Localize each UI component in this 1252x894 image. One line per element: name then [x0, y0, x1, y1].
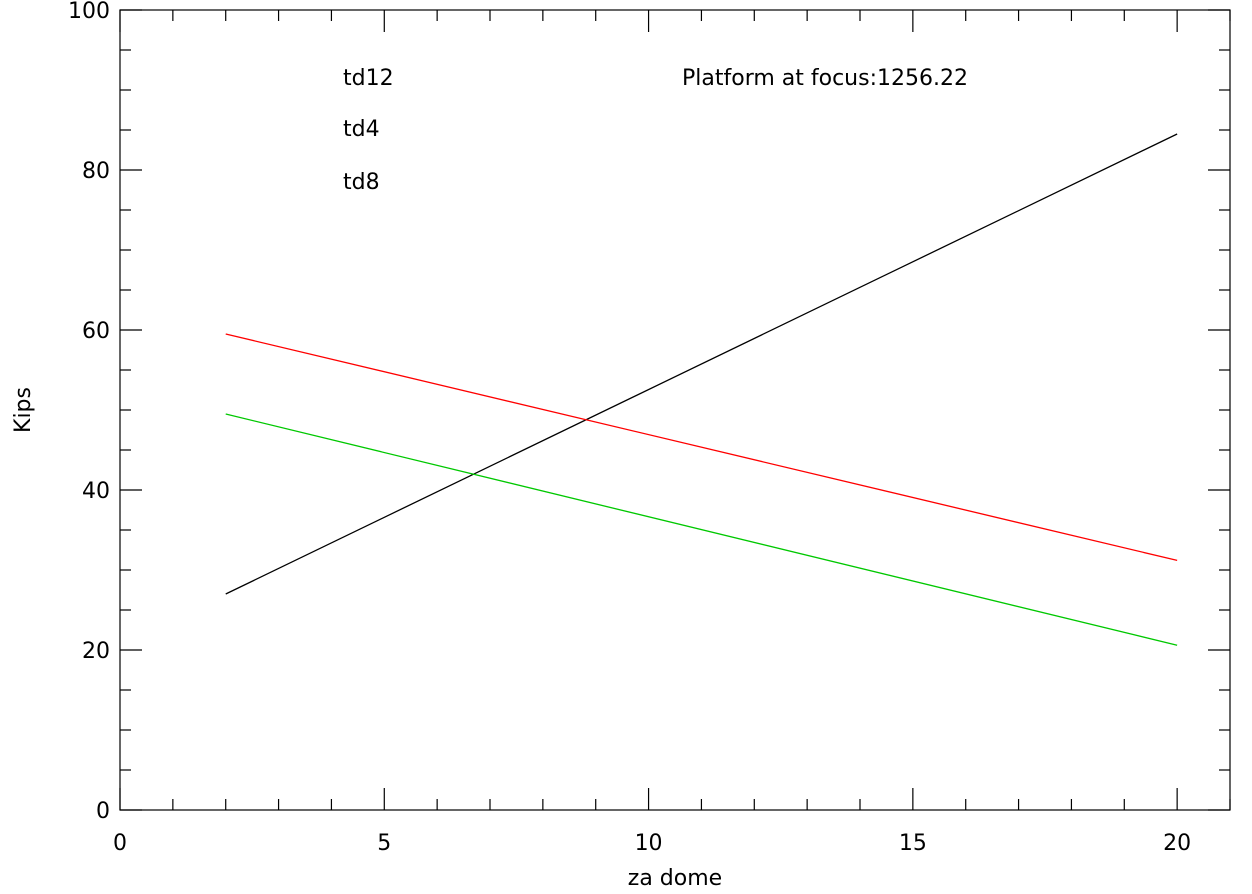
- axis-ticks: [119, 9, 1231, 811]
- series-line-td4: [225, 333, 1178, 562]
- legend-label-td12: td12: [343, 66, 394, 91]
- y-tick-labels: 0 20 40 60 80 100: [68, 0, 110, 824]
- y-axis-title: Kips: [11, 387, 36, 433]
- legend-label-td4: td4: [343, 117, 380, 142]
- series-line-td8: [225, 413, 1178, 646]
- platform-annotation: Platform at focus:1256.22: [682, 66, 968, 91]
- y-tick-label: 80: [82, 159, 110, 184]
- y-tick-label: 20: [82, 639, 110, 664]
- x-axis-title: za dome: [628, 866, 722, 891]
- y-tick-label: 40: [82, 479, 110, 504]
- legend-label-td8: td8: [343, 170, 380, 195]
- legend: td12 td4 td8: [343, 66, 394, 195]
- x-tick-label: 20: [1163, 831, 1191, 856]
- y-tick-label: 0: [96, 799, 110, 824]
- y-tick-label: 100: [68, 0, 110, 24]
- x-tick-label: 15: [899, 831, 927, 856]
- x-tick-label: 10: [635, 831, 663, 856]
- plot-frame: [119, 9, 1231, 811]
- x-tick-label: 5: [377, 831, 391, 856]
- x-tick-labels: 0 5 10 15 20: [113, 831, 1191, 856]
- series-lines: [225, 133, 1178, 646]
- x-tick-label: 0: [113, 831, 127, 856]
- y-tick-label: 60: [82, 319, 110, 344]
- series-line-td12: [225, 133, 1178, 595]
